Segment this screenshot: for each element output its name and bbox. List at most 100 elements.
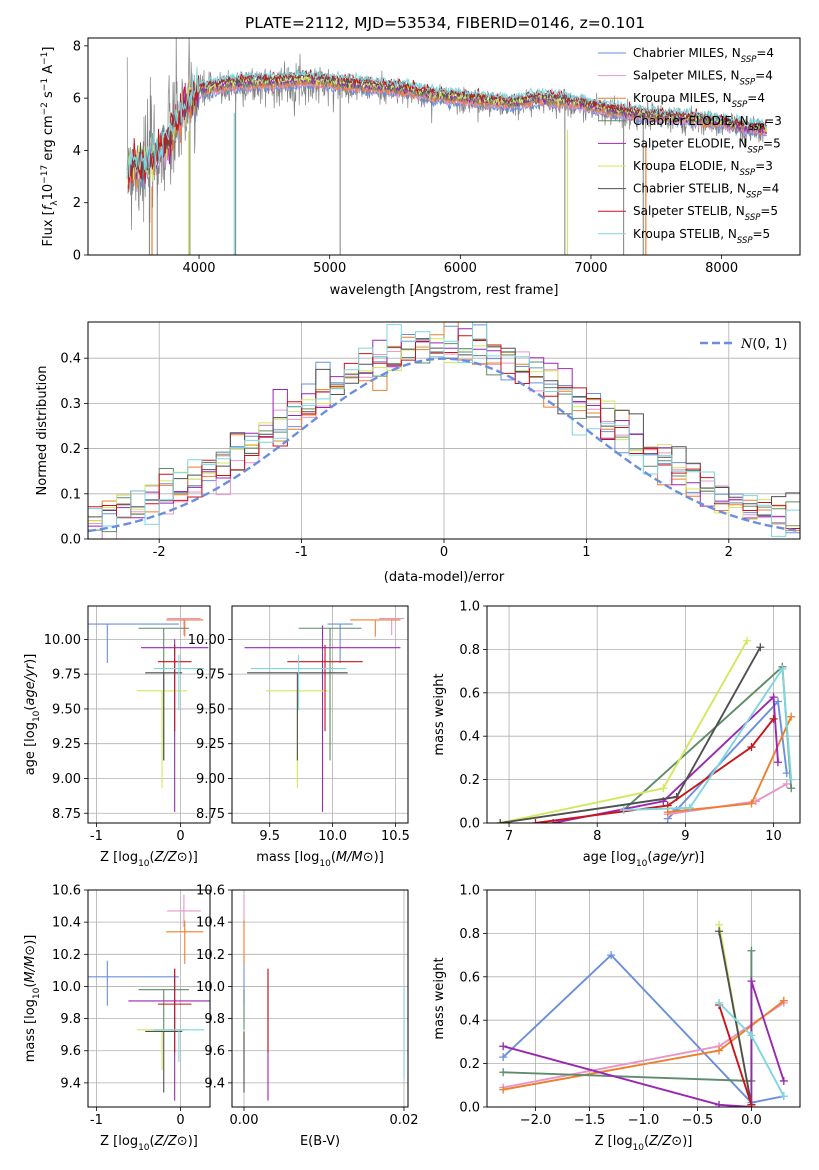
y-tick-label: 1.0 — [459, 600, 480, 615]
series-line — [500, 646, 762, 823]
x-axis-label: Z [log10(Z/Z⊙)] — [100, 850, 198, 869]
y-tick-label: 8 — [73, 39, 81, 54]
series-marker — [779, 1076, 788, 1085]
axes-frame — [486, 889, 801, 1108]
x-tick-label: 10.5 — [381, 829, 410, 844]
y-tick-label: 0.0 — [459, 1101, 480, 1116]
y-tick-label: 10.2 — [52, 948, 81, 963]
subplot-massweight_vs_age: 7 8 9 10 0.0 0.2 0.4 0.6 0.8 1.0 age [log10(age/yr… — [432, 600, 801, 869]
series-salpeter-elodie — [549, 693, 782, 823]
series-marker — [769, 714, 778, 723]
y-tick-label: 9.25 — [52, 737, 81, 752]
subplot-mass_vs_Z: -1 0 9.4 9.6 9.8 10.0 10.2 10.4 10.6 Z [log10(Z/Z… — [23, 884, 211, 1153]
axes-frame — [231, 889, 409, 1108]
plot-area — [126, 38, 768, 255]
series-kroupa-elodie — [496, 636, 752, 823]
series-marker — [747, 1031, 756, 1040]
y-axis-label: mass weight — [432, 957, 447, 1039]
x-tick-label: 2 — [725, 545, 733, 560]
x-axis-label: (data-model)/error — [384, 570, 505, 585]
legend-entry: Kroupa ELODIE, NSSP=3 — [633, 159, 773, 178]
plot-area — [88, 894, 210, 1101]
legend-entry: Kroupa STELIB, NSSP=5 — [633, 227, 770, 246]
y-tick-label: 1.0 — [459, 884, 480, 899]
normal-curve — [88, 357, 800, 533]
series-marker — [496, 819, 505, 823]
subplot-age_vs_Z: -1 0 8.75 9.00 9.25 9.50 9.75 10.00 Z [log10(Z/Z… — [23, 605, 211, 869]
y-tick-label: 0.0 — [60, 533, 81, 548]
y-tick-label: 9.00 — [196, 772, 225, 787]
spectrum-legend: Chabrier MILES, NSSP=4 Salpeter MILES, NS… — [598, 46, 782, 246]
series-marker — [659, 784, 668, 793]
y-tick-label: 0.8 — [459, 927, 480, 942]
plot-area — [243, 894, 405, 1101]
series-line — [502, 953, 784, 1104]
errorbar-chabrier-stelib — [145, 672, 183, 761]
errorbar-kroupa-miles — [166, 920, 204, 964]
x-axis-label: age [log10(age/yr)] — [583, 850, 705, 869]
x-axis-label: wavelength [Angstrom, rest frame] — [330, 283, 559, 298]
x-tick-label: 6000 — [444, 261, 477, 276]
errorbar-chabrier-miles — [88, 623, 179, 664]
subplot-age_vs_mass: 9.5 10.0 10.5 8.75 9.00 9.25 9.50 9.75 10.00 mass… — [188, 605, 410, 869]
x-tick-label: −2.0 — [520, 1113, 552, 1128]
y-tick-label: 9.50 — [196, 702, 225, 717]
series-line — [718, 1004, 753, 1106]
x-tick-label: 0 — [440, 545, 448, 560]
legend-entry: Chabrier MILES, NSSP=4 — [633, 46, 774, 65]
x-tick-label: -1 — [90, 1113, 103, 1128]
y-tick-label: 10.4 — [52, 916, 81, 931]
errorbar-chabrier-stelib — [247, 672, 348, 761]
series-line — [552, 695, 779, 823]
axes-frame — [87, 37, 801, 256]
axes-frame — [87, 321, 801, 540]
x-tick-label: 8 — [593, 829, 601, 844]
series-marker — [779, 1092, 788, 1101]
errorbar-kroupa-stelib — [153, 654, 205, 711]
series-marker — [782, 779, 791, 788]
series-marker — [715, 927, 724, 936]
y-tick-label: 9.4 — [60, 1076, 81, 1091]
errorbar-kroupa-stelib — [153, 1029, 205, 1062]
axes-frame — [87, 605, 211, 824]
series-line — [667, 716, 793, 814]
series-marker — [747, 946, 756, 955]
y-tick-label: 0.8 — [459, 643, 480, 658]
y-tick-label: 9.6 — [60, 1044, 81, 1059]
y-tick-label: 10.4 — [196, 916, 225, 931]
errorbar-salpeter-miles — [167, 894, 201, 927]
plot-area — [499, 920, 788, 1107]
y-tick-label: 10.2 — [196, 948, 225, 963]
model-spectrum-kroupa-miles — [126, 77, 768, 189]
y-tick-label: 0.2 — [459, 1057, 480, 1072]
y-tick-label: 10.0 — [52, 980, 81, 995]
y-tick-label: 0.6 — [459, 970, 480, 985]
y-tick-label: 9.75 — [52, 668, 81, 683]
plot-area — [88, 617, 209, 812]
series-line — [623, 666, 793, 811]
series-marker — [715, 1100, 724, 1107]
y-tick-label: 9.00 — [52, 772, 81, 787]
series-line — [502, 980, 785, 1107]
x-tick-label: 0.02 — [390, 1113, 419, 1128]
legend-entry: Chabrier ELODIE, NSSP=3 — [633, 114, 782, 133]
x-tick-label: 7000 — [574, 261, 607, 276]
x-axis-label: mass [log10(M/M⊙)] — [256, 850, 384, 869]
x-tick-label: 9 — [681, 829, 689, 844]
y-tick-label: 9.6 — [204, 1044, 225, 1059]
x-tick-label: 10 — [765, 829, 782, 844]
errorbar-chabrier-stelib — [145, 1030, 183, 1093]
series-marker — [747, 1100, 756, 1107]
legend-entry: Kroupa MILES, NSSP=4 — [633, 91, 765, 110]
legend-entry: Chabrier STELIB, NSSP=4 — [633, 182, 779, 201]
y-tick-label: 6 — [73, 92, 81, 107]
series-line — [535, 718, 775, 823]
x-tick-label: 0.0 — [741, 1113, 762, 1128]
x-axis-label: Z [log10(Z/Z⊙)] — [595, 1134, 693, 1153]
x-tick-label: 8000 — [705, 261, 738, 276]
subplot-residual_hist: -2 -1 0 1 2 0.0 0.1 0.2 0.3 0.4 N(0, 1) (data-model… — [35, 321, 801, 585]
axes-frame — [231, 605, 409, 824]
errorbar-salpeter-miles — [379, 617, 405, 636]
model-spectrum-chabrier-stelib — [126, 70, 768, 181]
